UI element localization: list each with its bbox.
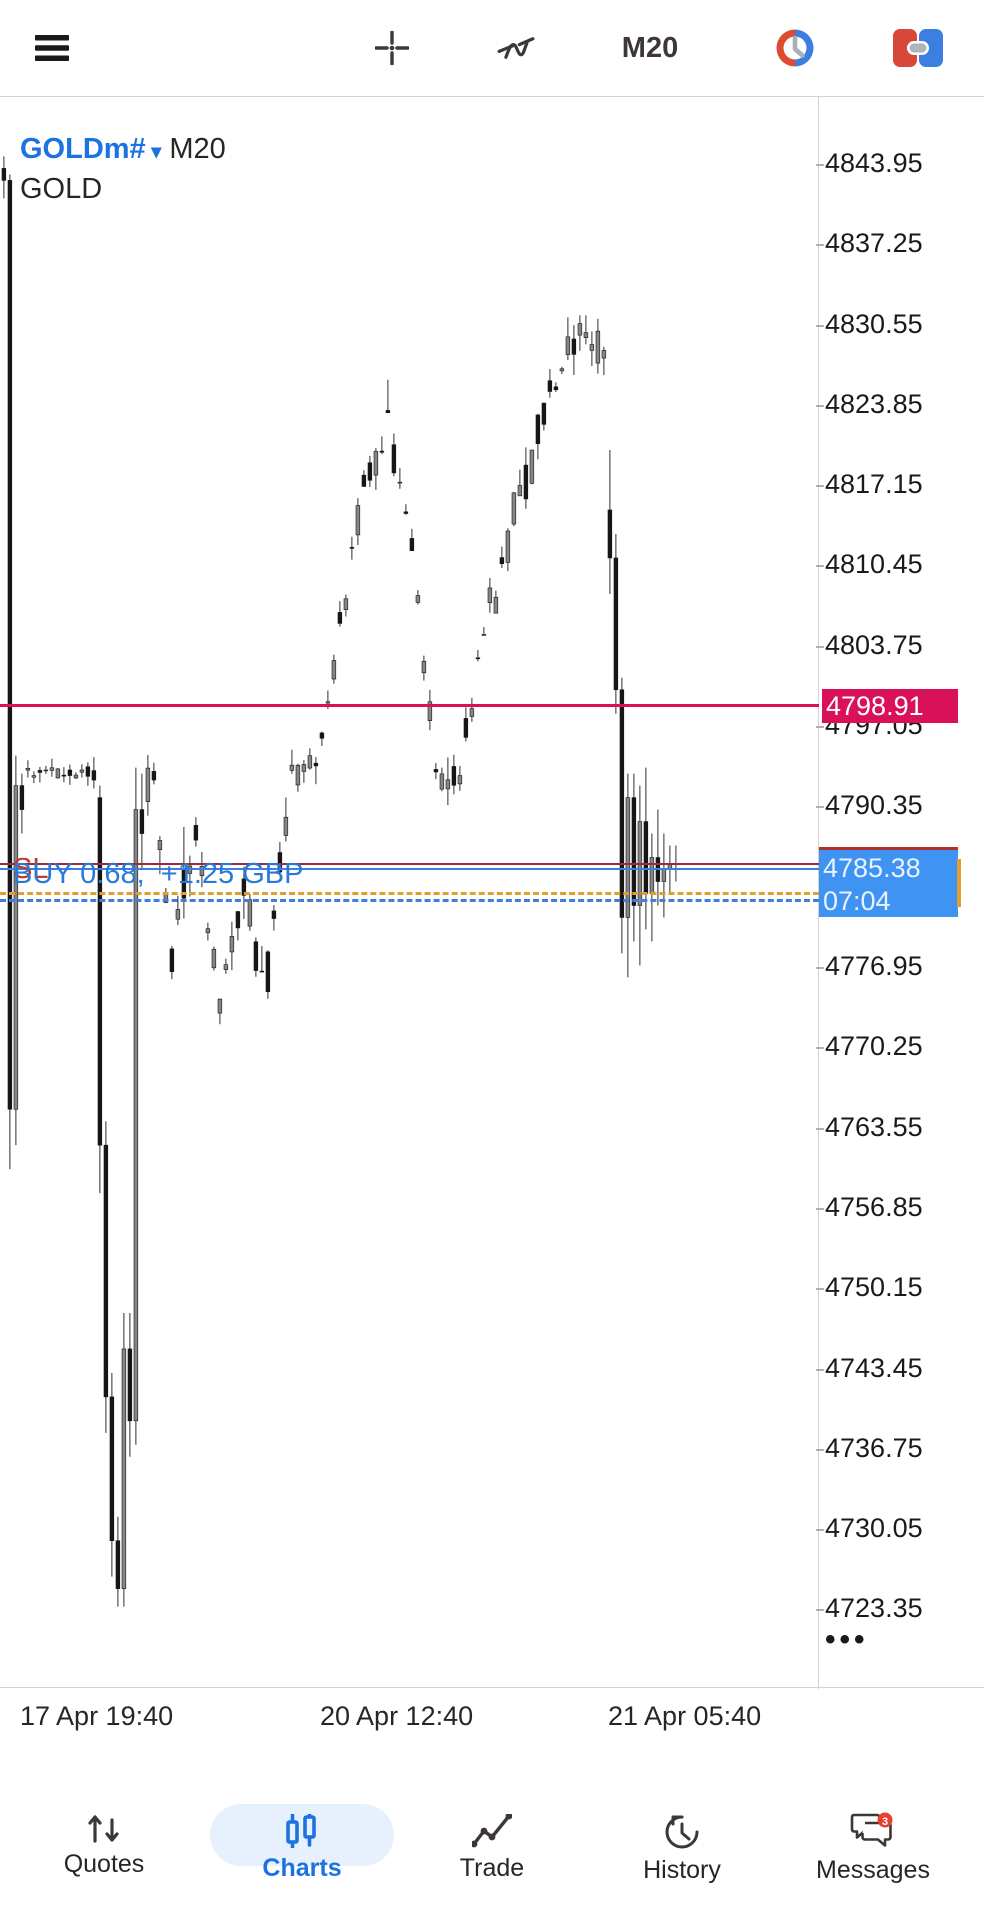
svg-text:3: 3 [882,1816,888,1828]
